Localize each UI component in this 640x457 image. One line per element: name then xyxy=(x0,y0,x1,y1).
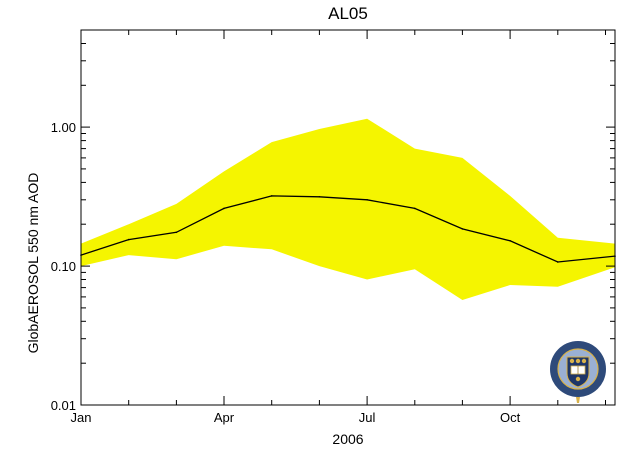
y-tick-label: 1.00 xyxy=(51,120,76,135)
plot-area xyxy=(80,118,616,300)
x-tick-label: Apr xyxy=(214,410,235,425)
y-tick-label: 0.10 xyxy=(51,259,76,274)
axes: 0.01 0.10 1.00 Jan Apr Jul Oct xyxy=(51,29,616,425)
mean-point xyxy=(509,240,511,242)
mean-point xyxy=(318,196,321,198)
seal-crown-bottom xyxy=(575,376,581,382)
seal-crown-left xyxy=(569,358,575,364)
mean-point xyxy=(557,261,559,263)
seal-crown-right xyxy=(581,358,587,364)
mean-line xyxy=(80,195,616,263)
x-axis-label: 2006 xyxy=(332,431,363,447)
range-band xyxy=(81,118,615,300)
mean-point xyxy=(461,228,464,230)
seal-crown-center xyxy=(575,358,581,364)
mean-point xyxy=(175,231,178,234)
x-tick-label: Jul xyxy=(359,410,376,425)
plot-frame xyxy=(80,29,616,406)
mean-point xyxy=(414,207,416,210)
x-tick-label: Oct xyxy=(500,410,521,425)
university-seal-logo xyxy=(550,341,606,403)
y-tick-label: 0.01 xyxy=(51,398,76,413)
seal-inner-border xyxy=(557,348,599,390)
y-axis-label: GlobAEROSOL 550 nm AOD xyxy=(25,173,41,354)
mean-point xyxy=(366,199,368,201)
x-tick-label: Jan xyxy=(71,410,92,425)
chart-title: AL05 xyxy=(328,4,368,23)
mean-point xyxy=(127,238,130,241)
mean-point xyxy=(270,195,273,197)
mean-point xyxy=(223,207,225,210)
seal-ribbon-tail xyxy=(576,397,580,403)
